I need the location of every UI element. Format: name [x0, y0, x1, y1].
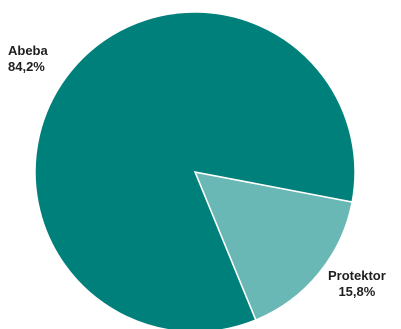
- slice-name-protektor: Protektor: [328, 268, 386, 283]
- slice-value-protektor: 15,8%: [338, 284, 376, 299]
- pie-slice-abeba: [34, 11, 356, 329]
- slice-value-abeba: 84,2%: [8, 59, 45, 74]
- slice-label-protektor: Protektor 15,8%: [328, 268, 386, 300]
- slice-label-abeba: Abeba 84,2%: [8, 43, 48, 75]
- slice-name-abeba: Abeba: [8, 43, 48, 58]
- pie-slice-protektor: [193, 171, 354, 321]
